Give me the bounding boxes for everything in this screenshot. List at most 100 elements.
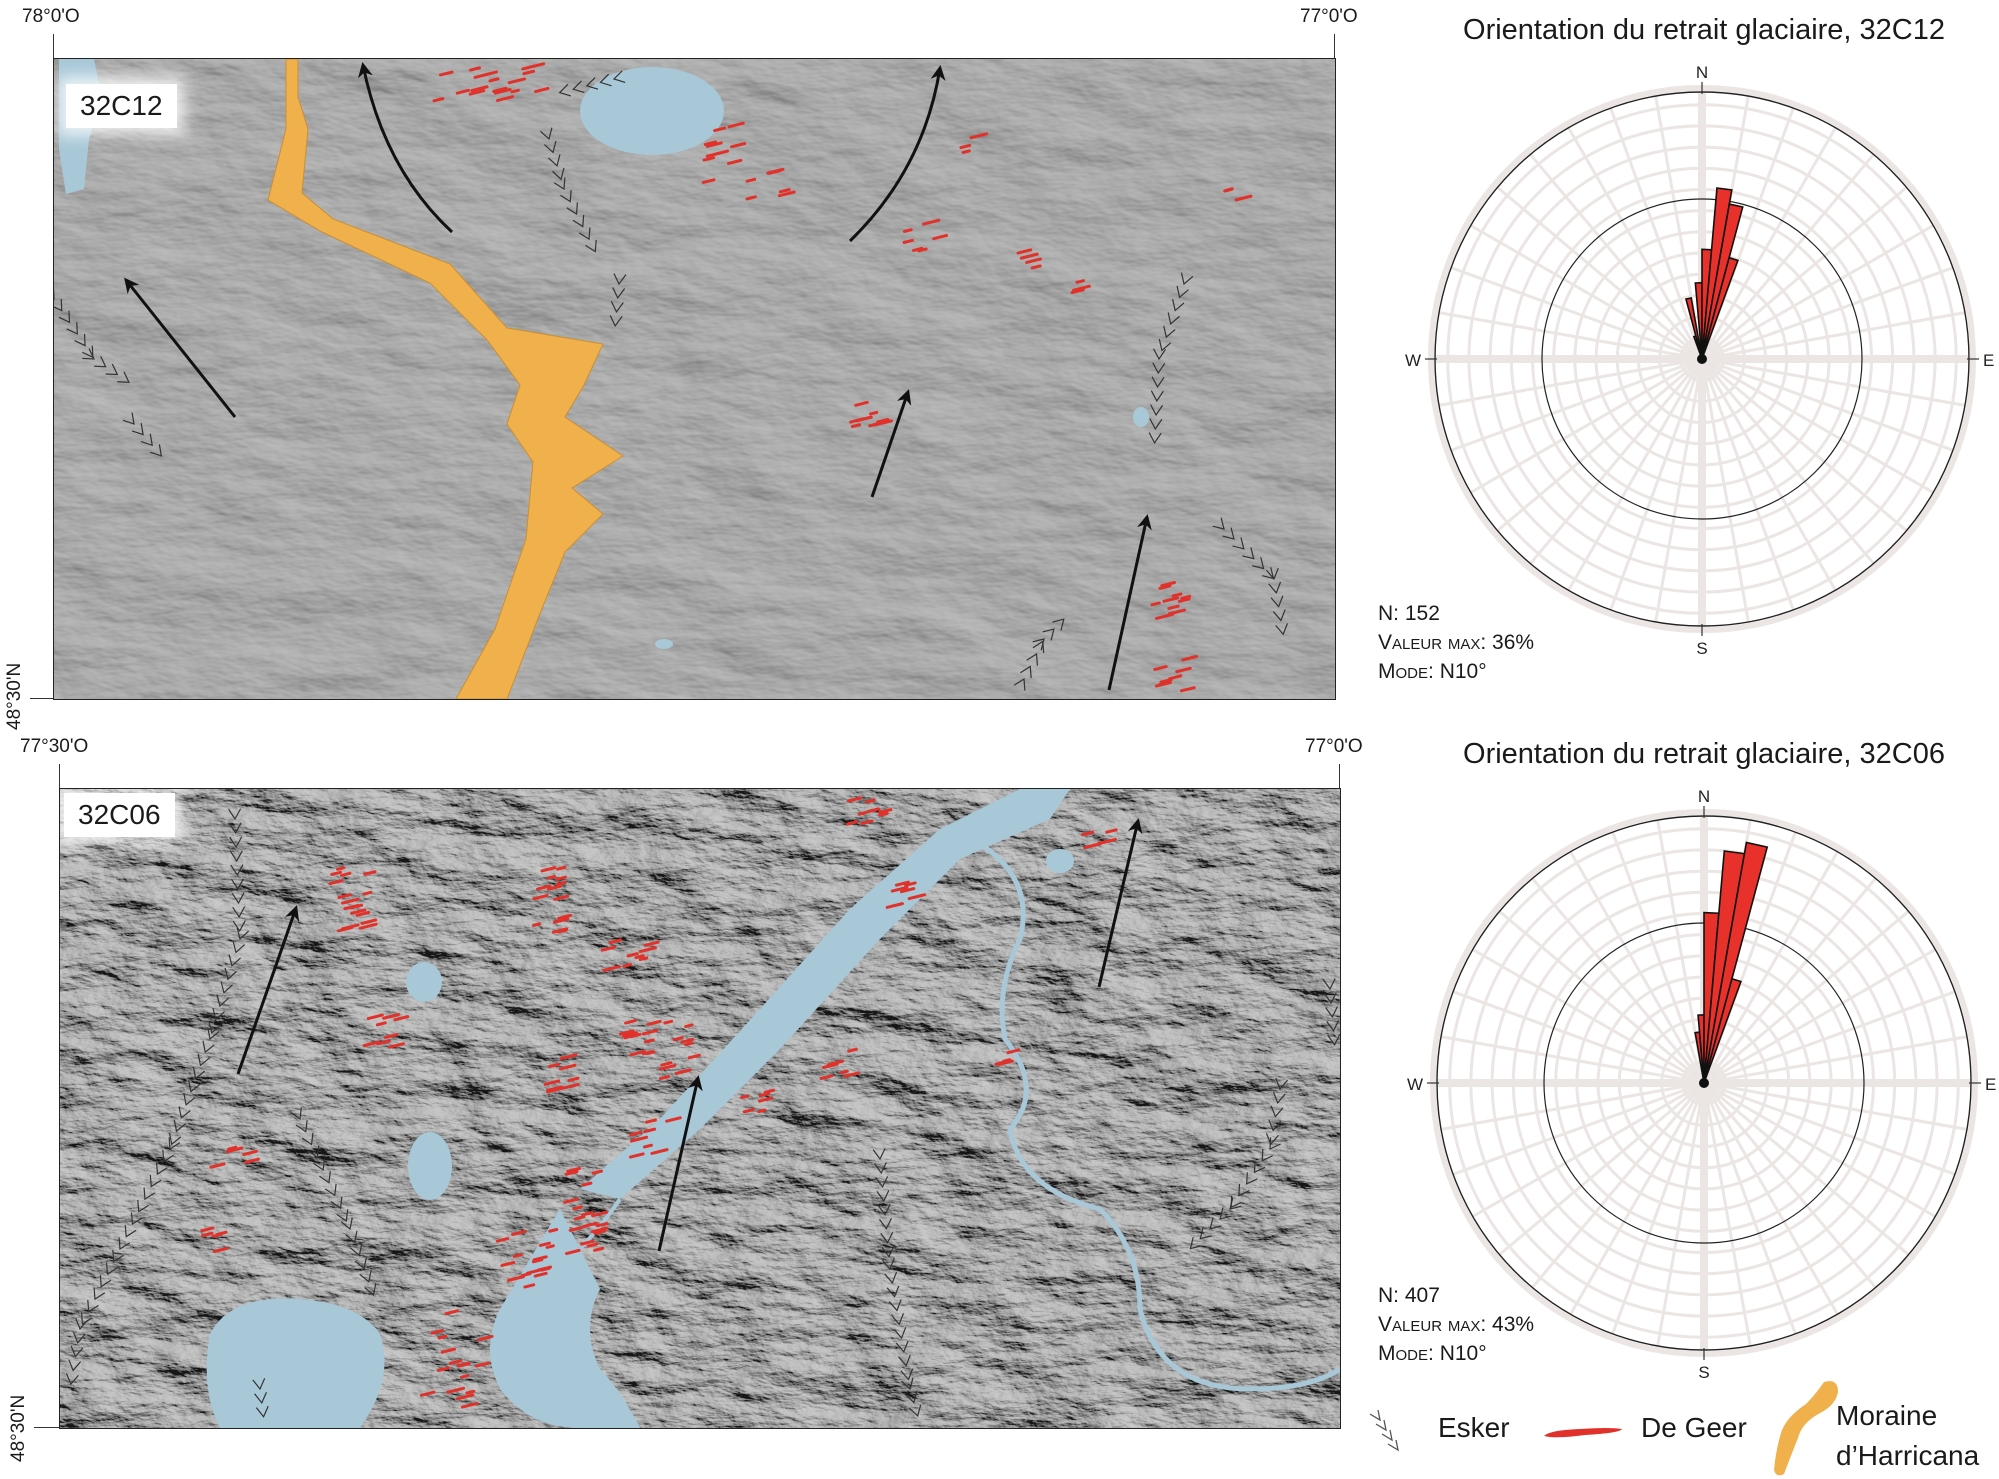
de-geer-ridge [448, 1359, 463, 1365]
map-32c12: 32C12 [53, 58, 1336, 700]
de-geer-ridge [581, 1181, 593, 1187]
de-geer-ridge [212, 1246, 229, 1254]
rose-inner-circle [1541, 198, 1863, 520]
esker-chevron [904, 1391, 918, 1404]
map1-tick-left [53, 34, 54, 58]
esker [1013, 618, 1065, 691]
esker-chevron [1252, 557, 1265, 570]
de-geer-ridge [638, 956, 649, 962]
de-geer-ridge [763, 1088, 776, 1094]
de-geer-ridge [629, 1135, 649, 1143]
esker-chevron [1270, 595, 1284, 608]
esker-chevron [82, 348, 95, 360]
de-geer-ridge [641, 1050, 654, 1056]
esker-chevron [168, 1137, 181, 1151]
de-geer-ridge [680, 1037, 695, 1044]
de-geer-ridge [523, 1283, 536, 1289]
de-geer-ridge [1016, 248, 1033, 255]
rose-grid-radial [1703, 990, 1956, 1085]
stat-n: N: 407 [1378, 1284, 1440, 1308]
de-geer-ridge [573, 1215, 586, 1221]
de-geer-ridge [994, 1059, 1010, 1066]
esker-chevron [124, 1224, 137, 1238]
de-geer-ridge [548, 1062, 561, 1069]
de-geer-ridge [545, 1244, 555, 1249]
de-geer-ridge [757, 1096, 774, 1103]
stat-value: 36% [1492, 631, 1535, 654]
de-geer-ridge [1072, 284, 1091, 292]
de-geer-ridge [225, 1146, 244, 1154]
ice-flow-arrows [124, 62, 1152, 691]
esker-chevron [878, 1217, 892, 1230]
esker-chevron [539, 127, 553, 141]
de-geer-ridge [460, 1374, 470, 1379]
de-geer-ridge [572, 1205, 583, 1211]
map2-coord-lat: 48°30'N [8, 1394, 29, 1462]
esker-chevron [881, 1257, 895, 1271]
de-geer-ridge [1234, 194, 1253, 202]
rose-grid-radial [1701, 357, 1966, 407]
de-geer-ridge [1153, 665, 1168, 671]
de-geer-ridge [1167, 608, 1186, 616]
esker-chevron [1180, 272, 1194, 286]
esker [558, 70, 626, 97]
esker-chevron [162, 1149, 174, 1163]
de-geer-ridge [687, 1053, 701, 1060]
esker-chevron [252, 1378, 266, 1391]
esker-chevron [230, 864, 244, 877]
de-geer-ridge [596, 1222, 609, 1228]
rose-center [1697, 354, 1707, 364]
de-geer-ridge [1179, 686, 1196, 693]
de-geer-ridge [1097, 840, 1108, 845]
esker-chevron [893, 1326, 907, 1340]
de-geer-ridge [437, 1334, 448, 1340]
hillshade-terrain [54, 59, 1335, 699]
de-geer-ridge [757, 1108, 767, 1114]
de-geer-ridge [628, 1152, 645, 1159]
de-geer-ridge [534, 86, 550, 94]
de-geer-ridge [468, 89, 486, 96]
esker [872, 1148, 922, 1418]
de-geer-ridge [336, 866, 346, 871]
de-geer-ridge [567, 1076, 580, 1082]
stat-value: 407 [1404, 1284, 1440, 1307]
rose-grid-radial [1440, 1035, 1705, 1085]
de-geer-ridge [701, 178, 716, 184]
rose-grid-radial [1703, 1035, 1968, 1085]
de-geer-ridge [745, 177, 757, 183]
de-geer-ridge [532, 1255, 548, 1262]
rose-grid-radial [1452, 990, 1705, 1085]
esker-chevron [610, 301, 624, 314]
de-geer-ridge [474, 1361, 491, 1368]
stat-max: Valeur max: 43% [1378, 1313, 1534, 1337]
rose-grid-radial [1703, 948, 1936, 1085]
esker-chevron [1322, 978, 1336, 991]
de-geer-ridge [643, 1038, 655, 1044]
esker-chevron [873, 1162, 887, 1175]
de-geer-ridge [854, 400, 869, 407]
esker [539, 127, 597, 253]
esker-chevron [599, 73, 612, 87]
de-geer-ridge [641, 1029, 659, 1036]
esker [1322, 978, 1340, 1046]
de-geer-ridge [593, 1246, 605, 1252]
terrain-tint [54, 59, 1335, 699]
stat-label: Mode: [1378, 660, 1434, 683]
rose-grid-radial [1498, 1081, 1705, 1256]
esker-chevron [1020, 665, 1032, 679]
de-geer-ridge [643, 1143, 653, 1149]
de-geer-ridge [1171, 592, 1183, 598]
rose-petal [1701, 256, 1739, 360]
rose-grid-radial [1498, 910, 1705, 1085]
de-geer-ridge [432, 97, 445, 103]
de-geer-ridge [672, 1036, 684, 1042]
de-geer-ridge [554, 875, 567, 881]
map-32c06-canvas [60, 789, 1340, 1428]
esker-chevron [1232, 537, 1245, 550]
esker-chevron [1222, 527, 1235, 540]
map1-coord-lat: 48°30'N [4, 662, 25, 730]
rose-compass-s: S [1696, 639, 1707, 656]
esker-chevron [232, 920, 246, 933]
de-geer-ridge [885, 902, 904, 909]
esker-chevron [192, 1066, 206, 1080]
